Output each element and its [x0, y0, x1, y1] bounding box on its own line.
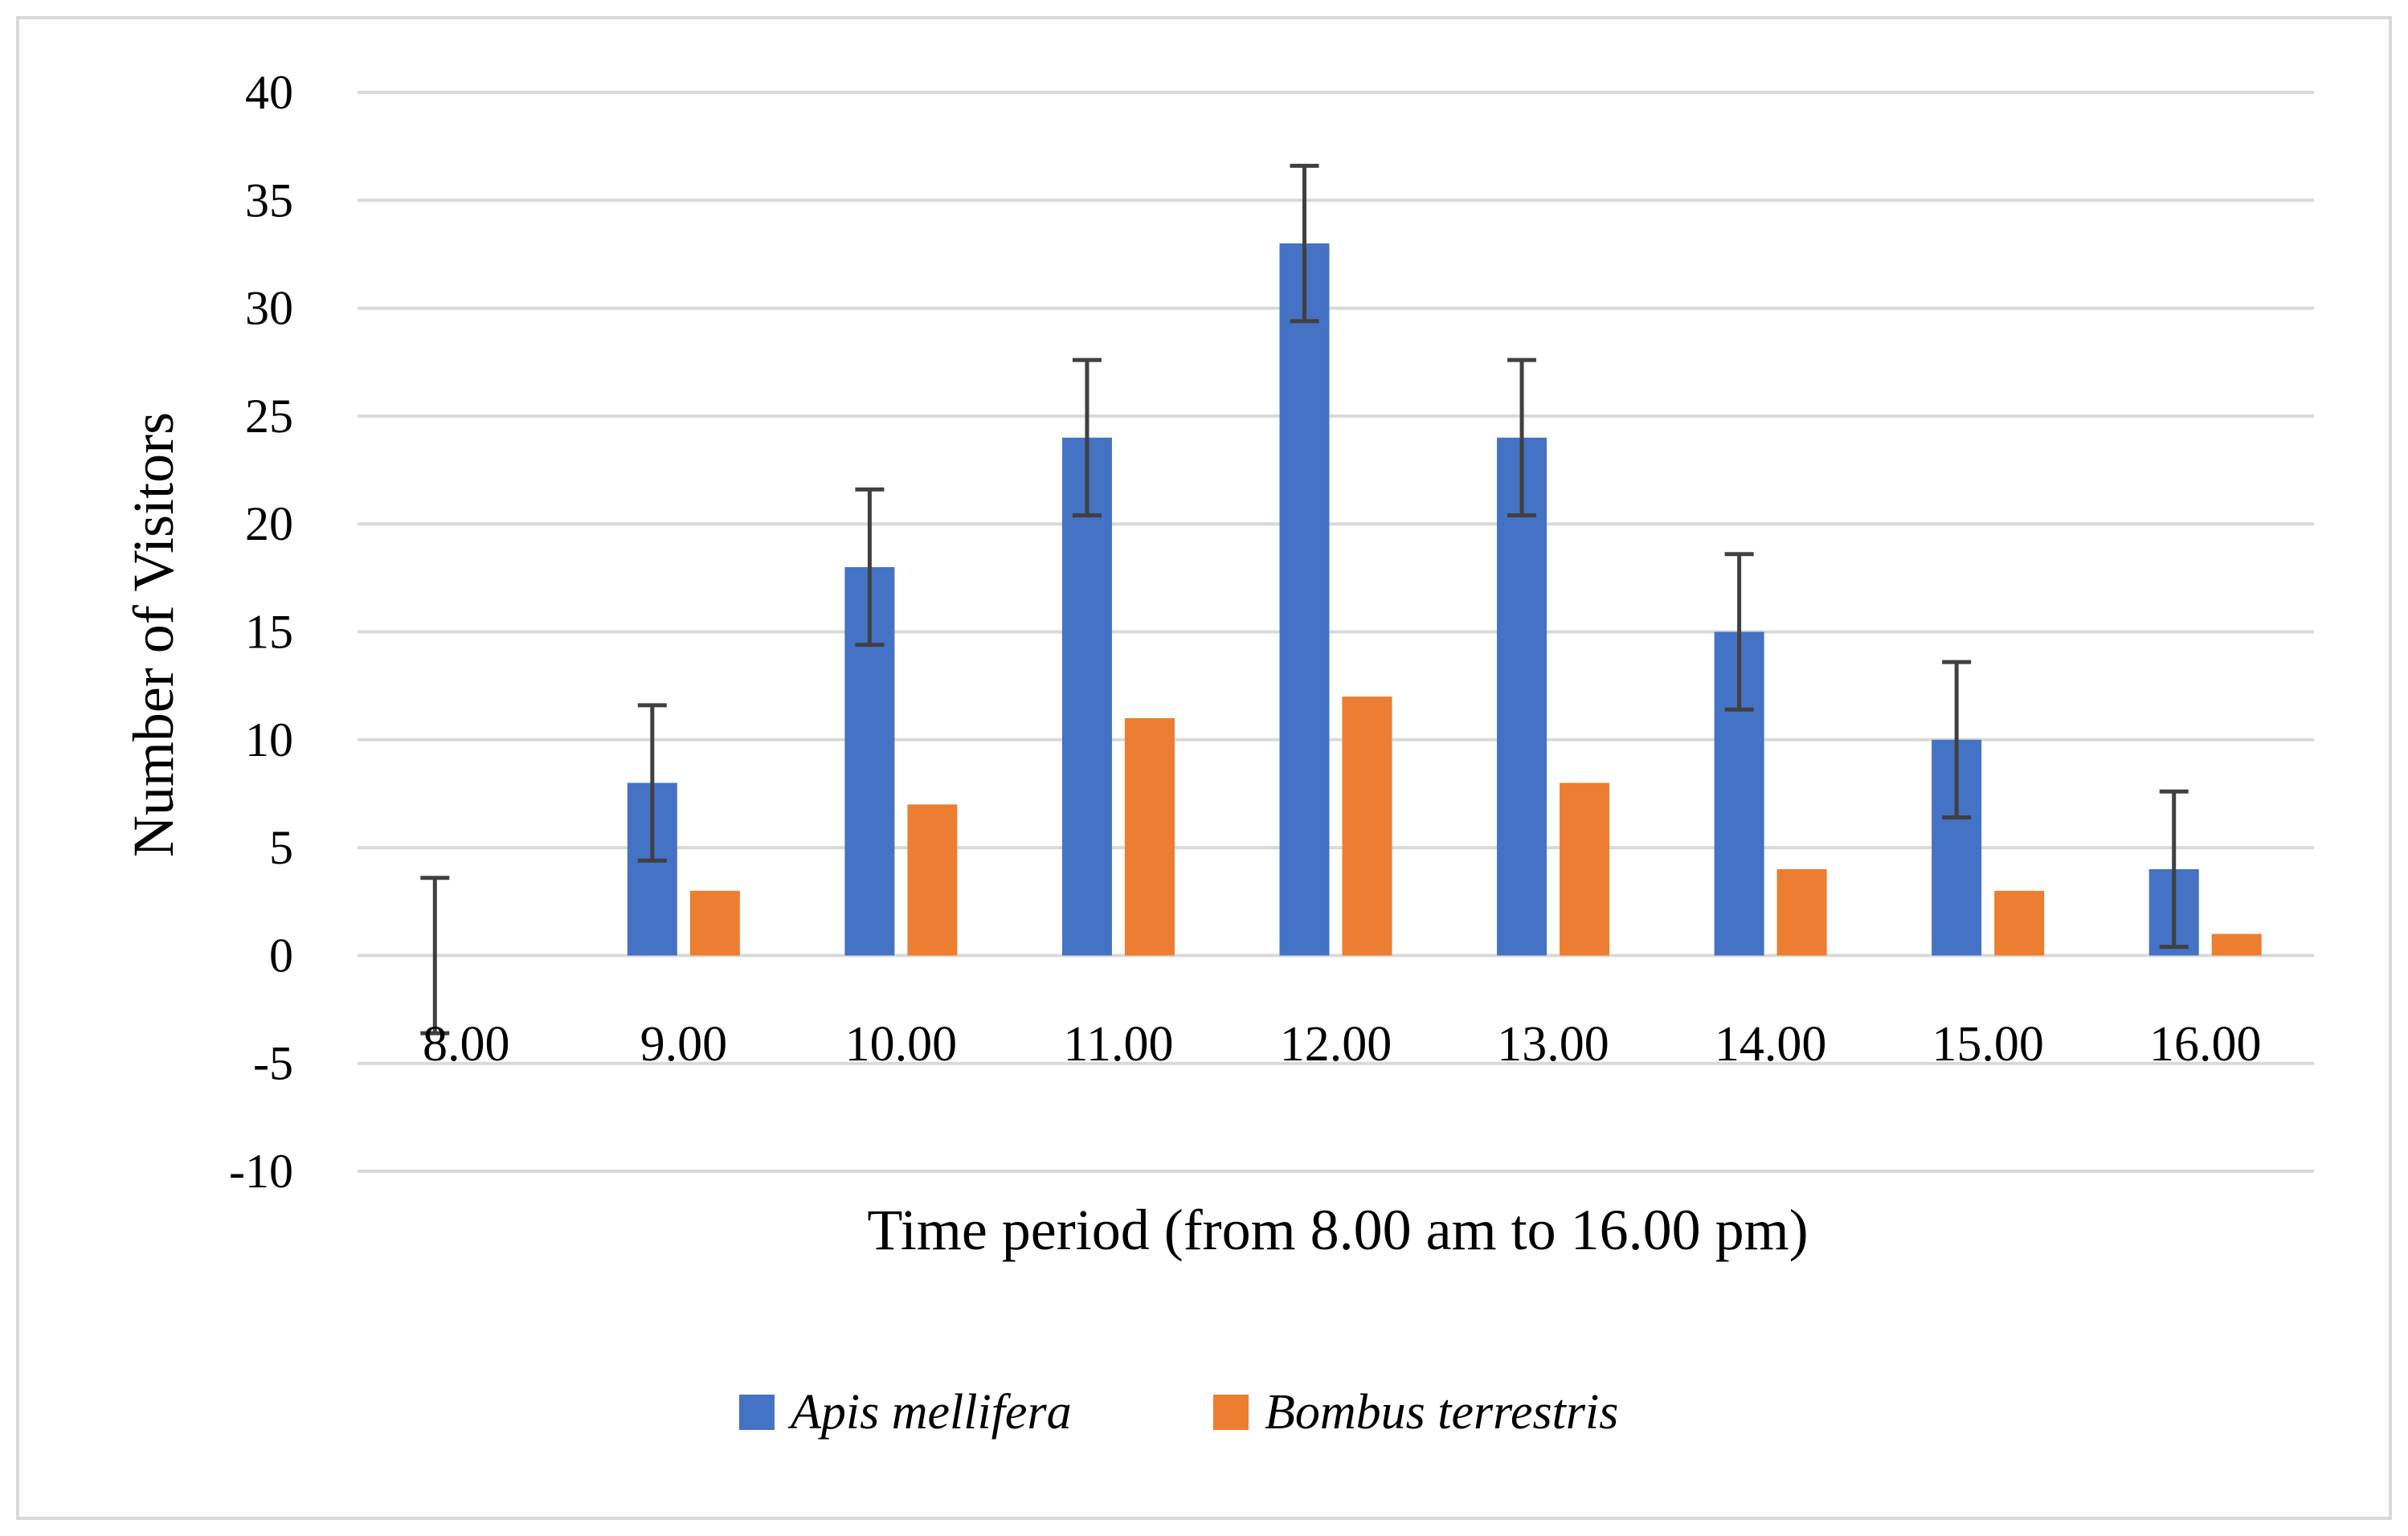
x-category-label: 14.00: [1715, 1017, 1827, 1072]
legend-swatch-bombus-terrestris: [1213, 1395, 1249, 1430]
error-bar: [855, 487, 885, 647]
bar-apis-mellifera: [1061, 437, 1112, 956]
error-bars: [420, 163, 2189, 1036]
bar-bombus-terrestris: [1776, 868, 1827, 956]
y-tick-label: 10: [245, 713, 293, 766]
y-tick-label: -5: [253, 1037, 293, 1090]
bar-bombus-terrestris: [689, 890, 740, 956]
y-tick-label: 25: [245, 390, 293, 443]
legend-swatch-apis-mellifera: [739, 1395, 775, 1430]
error-bar: [1290, 163, 1319, 324]
bar-apis-mellifera: [1279, 243, 1330, 956]
x-axis-categories: 8.00 9.00 10.00 11.00 12.00 13.00 14.00 15.00 16…: [423, 1017, 2261, 1072]
error-bar: [637, 703, 667, 863]
x-category-label: 12.00: [1280, 1017, 1392, 1072]
bar-bombus-terrestris: [1342, 697, 1392, 956]
y-tick-label: 35: [245, 174, 293, 227]
y-tick-label: -10: [229, 1145, 293, 1198]
x-category-label: 13.00: [1497, 1017, 1609, 1072]
x-category-label: 10.00: [845, 1017, 958, 1072]
y-tick-label: 15: [245, 606, 293, 659]
x-axis-title: Time period (from 8.00 am to 16.00 pm): [867, 1198, 1808, 1262]
bar-bombus-terrestris: [1994, 890, 2045, 956]
y-tick-label: 20: [245, 497, 293, 550]
bars: [627, 243, 2262, 956]
error-bar: [1072, 357, 1102, 517]
gridlines: [358, 91, 2314, 1173]
bar-apis-mellifera: [1497, 437, 1547, 956]
y-tick-label: 0: [269, 929, 293, 982]
x-category-label: 9.00: [640, 1017, 728, 1072]
bar-bombus-terrestris: [2211, 933, 2262, 956]
legend-label-apis-mellifera: Apis mellifera: [787, 1385, 1072, 1440]
x-category-label: 16.00: [2149, 1017, 2262, 1072]
y-axis-ticks: -10 -5 0 5 10 15 20 25 30 35 40: [229, 66, 293, 1198]
y-tick-label: 30: [245, 282, 293, 335]
error-bar: [1942, 660, 1972, 819]
x-category-label: 11.00: [1063, 1017, 1173, 1072]
error-bar: [1724, 552, 1754, 712]
error-bar: [2159, 789, 2189, 950]
y-axis-title: Number of Visitors: [121, 412, 186, 857]
error-bar: [1507, 357, 1537, 517]
chart-frame: [16, 16, 2392, 1520]
y-tick-label: 5: [269, 821, 293, 874]
bar-bombus-terrestris: [1560, 782, 1610, 956]
legend: Apis mellifera Bombus terrestris: [739, 1385, 1618, 1440]
y-tick-label: 40: [245, 66, 293, 119]
bar-bombus-terrestris: [1124, 717, 1175, 956]
x-category-label: 15.00: [1932, 1017, 2044, 1072]
bar-bombus-terrestris: [907, 804, 958, 956]
legend-label-bombus-terrestris: Bombus terrestris: [1265, 1385, 1618, 1440]
x-category-label: 8.00: [423, 1017, 510, 1072]
error-bar: [420, 876, 450, 1036]
